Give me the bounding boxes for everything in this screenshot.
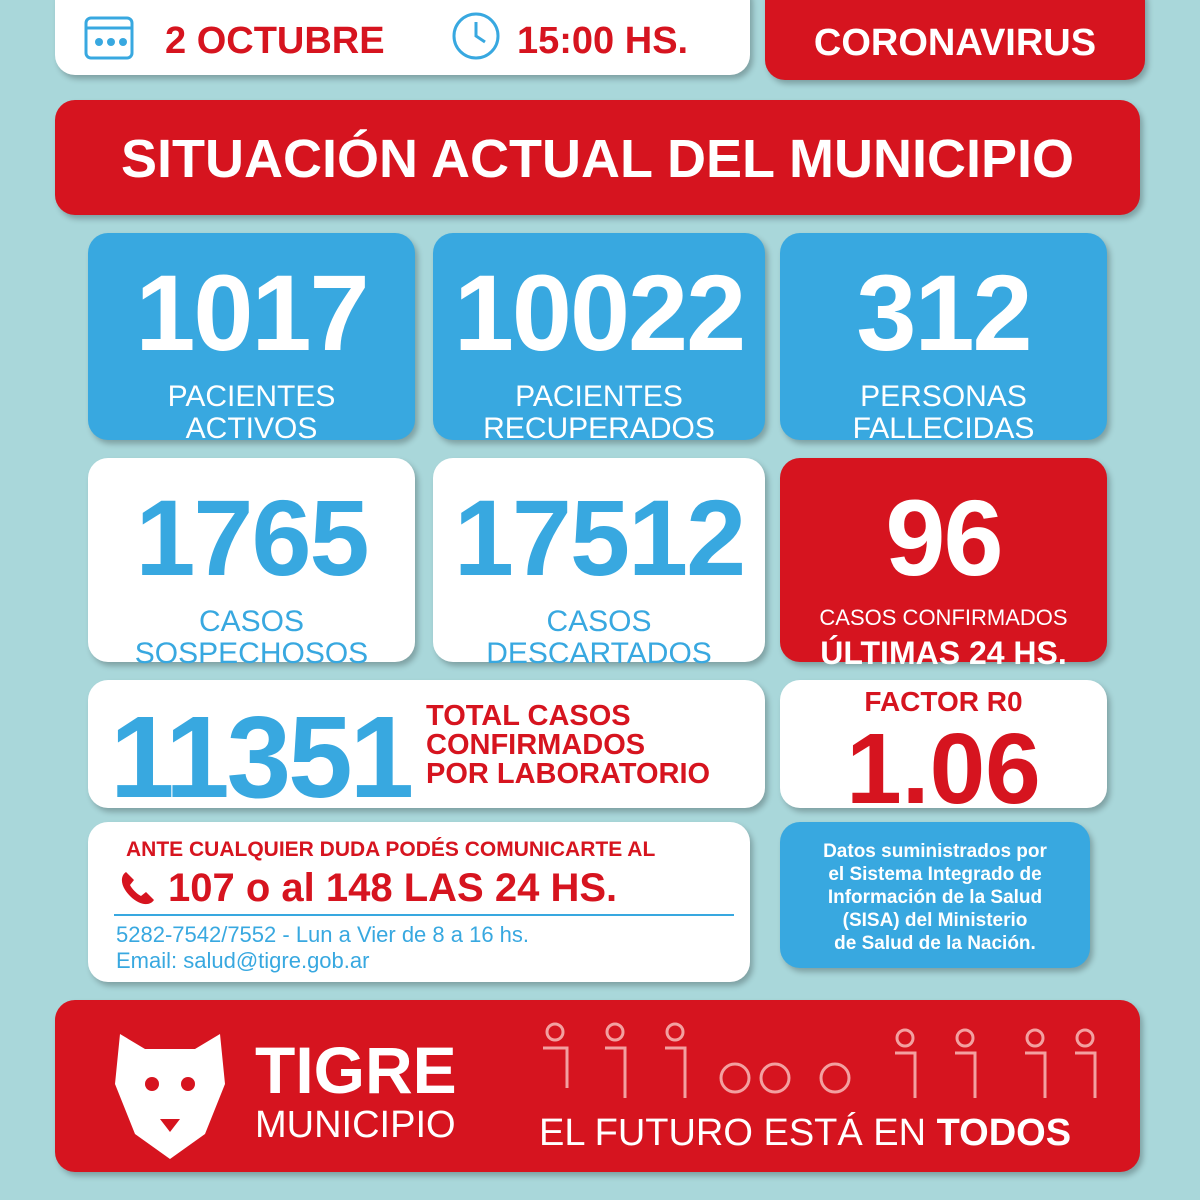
total-label-line: TOTAL CASOS [426, 700, 631, 732]
total-number: 11351 [110, 692, 414, 822]
stat-label: CASOS CONFIRMADOS ÚLTIMAS 24 HS. [780, 602, 1107, 672]
stat-number: 1017 [135, 252, 369, 373]
stat-label-line: PACIENTES [515, 380, 683, 413]
stat-label: PACIENTES RECUPERADOS [433, 381, 765, 445]
stat-label-line: CASOS [546, 605, 652, 638]
total-label-line: CONFIRMADOS [426, 729, 646, 761]
stat-label-line: DESCARTADOS [486, 637, 712, 670]
stat-label: CASOS DESCARTADOS [433, 606, 765, 670]
stat-label: CASOS SOSPECHOSOS [88, 606, 415, 670]
footer: TIGRE MUNICIPIO EL FUTURO ESTÁ EN TODOS [55, 1000, 1140, 1172]
calendar-icon [84, 16, 134, 60]
phone-icon [121, 872, 154, 905]
source-line: de Salud de la Nación. [834, 933, 1036, 954]
date-box: 2 OCTUBRE 15:00 HS. [55, 0, 750, 75]
time: 15:00 HS. [517, 20, 689, 62]
source-line: Información de la Salud [827, 887, 1043, 908]
factor-value: 1.06 [846, 713, 1041, 825]
stat-label-line: SOSPECHOSOS [134, 637, 369, 670]
stat-card: 17512 CASOS DESCARTADOS [433, 458, 765, 670]
source-box: Datos suministrados por el Sistema Integ… [780, 822, 1090, 968]
stat-number: 96 [885, 477, 1003, 598]
stat-label-line: FALLECIDAS [852, 412, 1035, 445]
jaguar-logo [115, 1034, 225, 1159]
stat-number: 10022 [453, 252, 746, 373]
source-line: (SISA) del Ministerio [842, 910, 1028, 931]
slogan-bold: TODOS [936, 1112, 1072, 1154]
stat-number: 17512 [453, 477, 746, 598]
stat-card: 10022 PACIENTES RECUPERADOS [433, 233, 765, 445]
contact-email: Email: salud@tigre.gob.ar [116, 948, 370, 973]
source-line: Datos suministrados por [823, 841, 1047, 862]
stat-card: 312 PERSONAS FALLECIDAS [780, 233, 1107, 445]
people-icons [543, 1022, 1097, 1098]
contact-box: ANTE CUALQUIER DUDA PODÉS COMUNICARTE AL… [88, 822, 750, 982]
tag-box: CORONAVIRUS [765, 0, 1145, 80]
stat-label-line: CASOS [198, 605, 305, 638]
stat-label-line: RECUPERADOS [483, 412, 715, 445]
stat-label-line: CASOS CONFIRMADOS [819, 605, 1068, 630]
source-line: el Sistema Integrado de [828, 864, 1042, 885]
stat-label-line: PACIENTES [167, 380, 336, 413]
title: SITUACIÓN ACTUAL DEL MUNICIPIO [120, 129, 1074, 189]
stat-card: 1765 CASOS SOSPECHOSOS [88, 458, 415, 670]
clock-icon [452, 12, 500, 60]
stat-label: PACIENTES ACTIVOS [88, 381, 415, 445]
stat-label-line: ÚLTIMAS 24 HS. [820, 635, 1067, 671]
stat-card: 1017 PACIENTES ACTIVOS [88, 233, 415, 445]
total-label: TOTAL CASOS CONFIRMADOS POR LABORATORIO [426, 702, 710, 789]
divider [114, 914, 734, 916]
brand: TIGRE [255, 1033, 457, 1107]
tag: CORONAVIRUS [813, 22, 1097, 64]
total-label-line: POR LABORATORIO [426, 758, 711, 790]
title-box: SITUACIÓN ACTUAL DEL MUNICIPIO [55, 100, 1140, 215]
stat-label-line: ACTIVOS [185, 412, 318, 445]
stat-label-line: PERSONAS [860, 380, 1027, 413]
total-box: 11351 TOTAL CASOS CONFIRMADOS POR LABORA… [88, 680, 765, 822]
contact-phones: 107 o al 148 LAS 24 HS. [168, 866, 618, 910]
slogan: EL FUTURO ESTÁ EN TODOS [539, 1112, 1071, 1155]
factor-label: FACTOR R0 [864, 686, 1023, 717]
stat-card: 96 CASOS CONFIRMADOS ÚLTIMAS 24 HS. [780, 458, 1107, 671]
stat-number: 1765 [135, 477, 369, 598]
contact-intro: ANTE CUALQUIER DUDA PODÉS COMUNICARTE AL [126, 838, 656, 861]
factor-box: FACTOR R0 1.06 [780, 680, 1107, 825]
stat-label: PERSONAS FALLECIDAS [780, 381, 1107, 445]
date: 2 OCTUBRE [165, 20, 385, 62]
slogan-text: EL FUTURO ESTÁ EN [539, 1112, 927, 1154]
brand-sub: MUNICIPIO [255, 1104, 456, 1146]
stat-number: 312 [856, 252, 1032, 373]
contact-hours: 5282-7542/7552 - Lun a Vier de 8 a 16 hs… [116, 922, 530, 947]
